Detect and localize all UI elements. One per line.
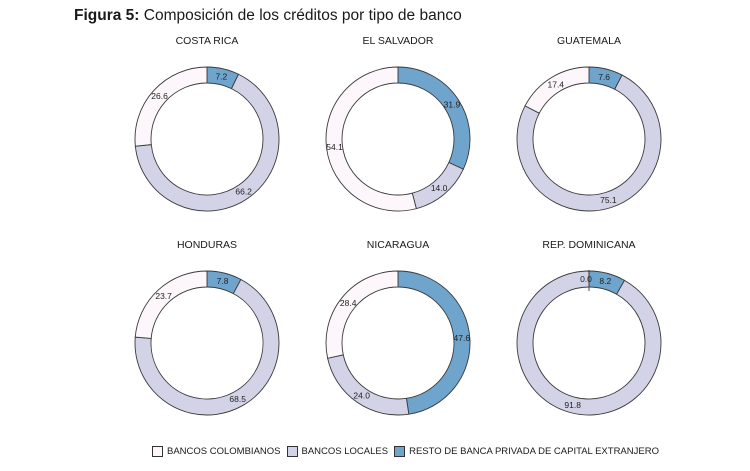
legend-item-bancos-locales: BANCOS LOCALES — [286, 446, 389, 457]
data-label-el-salvador-bancos-locales: 14.0 — [431, 183, 448, 193]
data-label-costa-rica-bancos-colombianos: 26.6 — [151, 91, 168, 101]
legend: BANCOS COLOMBIANOS BANCOS LOCALES RESTO … — [152, 446, 665, 457]
data-label-honduras-bancos-locales: 68.5 — [229, 394, 246, 404]
data-label-rep-dominicana-bancos-locales: 91.8 — [564, 400, 581, 410]
chart-title-rep-dominicana: REP. DOMINICANA — [542, 239, 635, 251]
chart-title-costa-rica: COSTA RICA — [176, 35, 239, 47]
donut-nicaragua: NICARAGUA 47.6 24.0 28.4 — [325, 239, 471, 416]
data-label-costa-rica-bancos-locales: 66.2 — [235, 186, 252, 196]
slice-honduras-bancos-colombianos — [134, 270, 208, 339]
legend-swatch-resto-banca — [394, 446, 406, 457]
chart-title-guatemala: GUATEMALA — [557, 35, 621, 47]
slice-el-salvador-resto-de-banca-privada-de-capital-extranjero — [397, 66, 471, 170]
slice-costa-rica-bancos-locales — [134, 73, 280, 212]
legend-item-resto-banca: RESTO DE BANCA PRIVADA DE CAPITAL EXTRAN… — [394, 446, 659, 457]
data-label-honduras-bancos-colombianos: 23.7 — [155, 291, 172, 301]
figure-title: Figura 5: Composición de los créditos po… — [74, 6, 462, 26]
data-label-el-salvador-bancos-colombianos: 54.1 — [326, 142, 343, 152]
legend-swatch-bancos-locales — [286, 446, 298, 457]
data-label-nicaragua-resto-de-banca-privada-de-capital-extranjero: 47.6 — [454, 333, 471, 343]
data-label-rep-dominicana-resto-de-banca-privada-de-capital-extranjero: 8.2 — [599, 276, 611, 286]
chart-title-nicaragua: NICARAGUA — [367, 239, 429, 251]
legend-swatch-bancos-colombianos — [152, 446, 163, 457]
donut-honduras: HONDURAS 7.8 68.5 23.7 — [134, 239, 280, 416]
legend-item-bancos-colombianos: BANCOS COLOMBIANOS — [152, 446, 281, 457]
figure-label: Figura 5: — [74, 7, 140, 24]
data-label-nicaragua-bancos-locales: 24.0 — [353, 391, 370, 401]
data-label-honduras-resto-de-banca-privada-de-capital-extranjero: 7.8 — [217, 276, 229, 286]
data-label-guatemala-bancos-colombianos: 17.4 — [547, 79, 564, 89]
donut-rep-dominicana: REP. DOMINICANA 8.2 91.8 0.0 — [516, 239, 662, 416]
data-label-rep-dominicana-bancos-colombianos: 0.0 — [580, 274, 592, 284]
data-label-nicaragua-bancos-colombianos: 28.4 — [340, 298, 357, 308]
data-label-guatemala-bancos-locales: 75.1 — [600, 195, 617, 205]
slice-guatemala-bancos-colombianos — [524, 66, 590, 114]
data-label-el-salvador-resto-de-banca-privada-de-capital-extranjero: 31.9 — [444, 100, 461, 110]
legend-label-bancos-locales: BANCOS LOCALES — [301, 446, 389, 457]
donut-costa-rica: COSTA RICA 7.2 66.2 26.6 — [134, 35, 280, 212]
slice-nicaragua-bancos-colombianos — [325, 270, 399, 359]
figure-title-text: Composición de los créditos por tipo de … — [143, 7, 462, 24]
chart-title-honduras: HONDURAS — [177, 239, 237, 251]
donut-guatemala: GUATEMALA 7.6 75.1 17.4 — [516, 35, 662, 212]
donut-el-salvador: EL SALVADOR 31.9 14.0 54.1 — [325, 35, 471, 212]
data-label-guatemala-resto-de-banca-privada-de-capital-extranjero: 7.6 — [598, 72, 610, 82]
slice-honduras-bancos-locales — [134, 278, 280, 416]
data-label-costa-rica-resto-de-banca-privada-de-capital-extranjero: 7.2 — [215, 72, 227, 82]
chart-title-el-salvador: EL SALVADOR — [363, 35, 434, 47]
slice-nicaragua-bancos-locales — [327, 354, 410, 416]
slice-el-salvador-bancos-colombianos — [325, 66, 417, 212]
slice-rep-dominicana-bancos-locales — [516, 270, 662, 416]
legend-label-resto-banca: RESTO DE BANCA PRIVADA DE CAPITAL EXTRAN… — [409, 446, 659, 457]
slice-costa-rica-bancos-colombianos — [134, 66, 208, 147]
slice-guatemala-bancos-locales — [516, 74, 662, 212]
legend-label-bancos-colombianos: BANCOS COLOMBIANOS — [167, 446, 281, 457]
